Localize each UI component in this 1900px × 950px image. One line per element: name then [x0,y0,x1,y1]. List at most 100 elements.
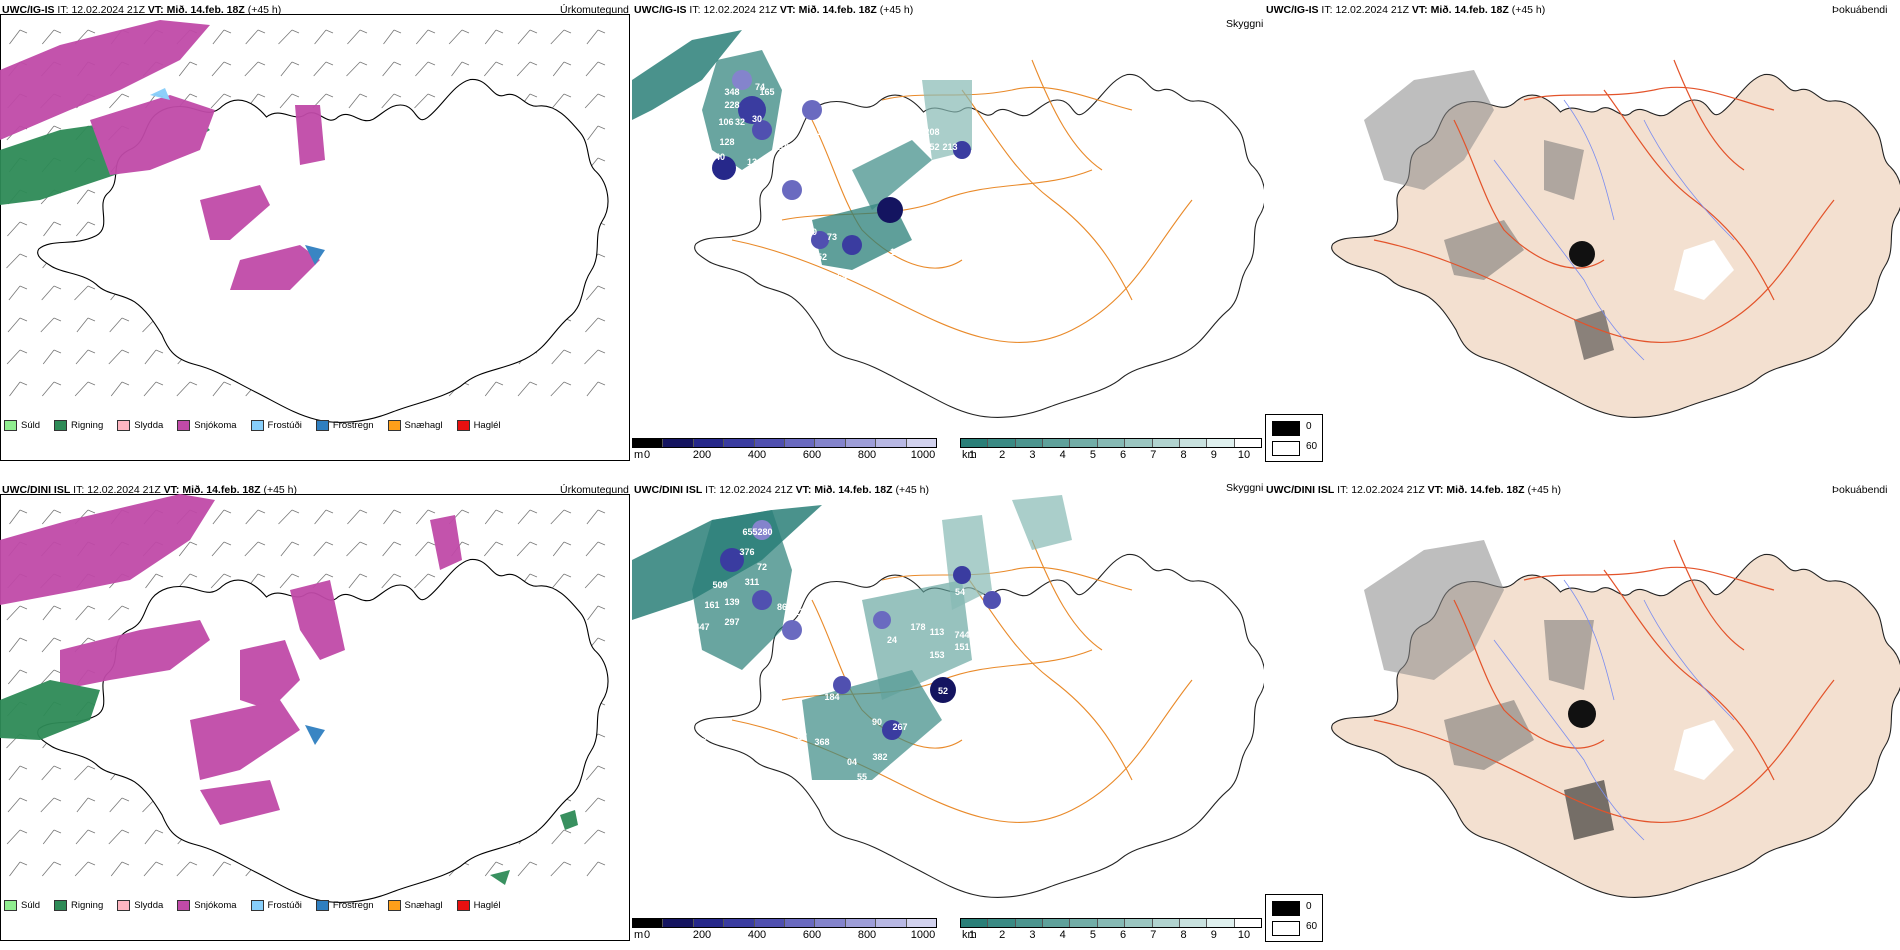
wind-barb [7,317,28,333]
legend-item: Súld [4,420,40,431]
visibility-value-label: 73 [827,232,837,242]
wind-barb [177,573,198,589]
fog-legend: 0 60 [1265,894,1323,942]
visibility-value-label: 311 [745,577,760,587]
visibility-value-label: 13 [747,157,757,167]
visibility-value-label: 151 [954,642,969,652]
fog-legend-label: 0 [1306,421,1312,432]
visibility-value-label: 26 [802,177,812,187]
colorbar-tick-label: 10 [1237,449,1251,461]
wind-barb [9,509,28,525]
legend-item: Súld [4,900,40,911]
wind-barb [43,221,62,237]
precip-areas [0,494,578,885]
colorbar-cell [845,439,877,447]
colorbar-cell [1043,439,1071,447]
model-name: UWC/DINI ISL [634,484,703,496]
it-label: IT: [57,4,69,16]
wind-barb [551,829,572,845]
visibility-value-label: 208 [924,127,939,137]
wind-barb [550,381,572,397]
visibility-value-label: 04 [847,757,857,767]
wind-barb [212,509,232,525]
wind-barb [584,349,606,365]
precip-legend: Súld Rigning Slydda Snjókoma Frostúði Fr… [4,420,501,431]
vt-value: Mið. 14.feb. 18Z [1430,4,1509,16]
colorbar-tick-label: 0 [643,929,651,941]
colorbar-cells [960,918,1262,928]
wind-barb [381,573,402,589]
visibility-value-label: 116 [775,142,790,152]
forecast-row-2: UWC/DINI ISL IT: 12.02.2024 21Z VT: Mið.… [0,480,1900,950]
legend-swatch [387,420,401,431]
wind-barb [41,861,62,877]
wind-barb [245,509,266,525]
param-visibility: Skyggni [1226,18,1264,30]
visibility-value-label: 509 [712,580,727,590]
wind-barb [178,541,198,557]
wind-barb [346,541,368,557]
it-value: 12.02.2024 21Z [71,4,145,16]
panel-header: UWC/IG-IS IT: 12.02.2024 21Z VT: Mið. 14… [634,4,913,16]
wind-barb [212,861,232,877]
wind-barb [7,669,28,685]
map-frame [0,14,630,461]
colorbar-cell [724,439,755,447]
wind-barb [212,381,232,397]
low-visibility-areas [692,495,1072,780]
wind-barb [278,509,300,525]
precip-map [0,20,609,423]
wind-barb [75,605,96,621]
lead-time: (+45 h) [879,4,914,16]
wind-barb [586,381,606,397]
wind-barb [552,61,572,77]
colorbar-cells [632,918,937,928]
wind-barb [551,349,572,365]
colorbar-tick-label: 400 [747,929,767,941]
visibility-value-label: 14 [772,262,782,272]
colorbar-cell [876,439,907,447]
colorbar-tick-label: 1000 [910,929,936,941]
visibility-value-label: 113 [930,627,945,637]
colorbar-tick-label: 2 [999,449,1006,461]
colorbar-cell [724,919,755,927]
precip-areas [0,20,325,290]
visibility-value-label: 66 [747,202,757,212]
colorbar-cells [960,438,1262,448]
fog-swatch [1272,921,1300,936]
colorbar-cell [961,439,989,447]
wind-barb [415,541,436,557]
wind-barb [176,861,198,877]
wind-barb [483,61,504,77]
it-value: 12.02.2024 21Z [1335,4,1409,16]
wind-barb [211,541,232,557]
wind-barb [244,61,266,77]
vt-label: VT: [147,4,164,16]
wind-barb [40,669,62,685]
wind-barb [484,861,504,877]
colorbar-tick-label: 4 [1059,449,1066,461]
wind-barb [76,797,96,813]
legend-item: Frostúði [250,420,302,431]
colorbar-cell [693,439,725,447]
wind-barb [414,93,436,109]
visibility-value-label: 74 [755,82,765,92]
wind-barb [178,61,198,77]
colorbar-cell [633,919,664,927]
colorbar-cell [1070,919,1098,927]
visibility-value-label: 111 [890,247,904,257]
fog-swatch [1272,421,1300,436]
wind-barb [584,829,606,845]
colorbar-m: m 0 200 400 600 800 1000 [632,918,937,941]
wind-barb [383,29,402,45]
wind-barb [143,861,164,877]
wind-barb [143,381,164,397]
panel-header: UWC/IG-IS IT: 12.02.2024 21Z VT: Mið. 14… [2,4,281,16]
legend-swatch [387,900,401,911]
precip-map [0,494,609,903]
wind-barb [517,509,538,525]
colorbar-cell [1070,439,1098,447]
wind-barb [552,541,572,557]
